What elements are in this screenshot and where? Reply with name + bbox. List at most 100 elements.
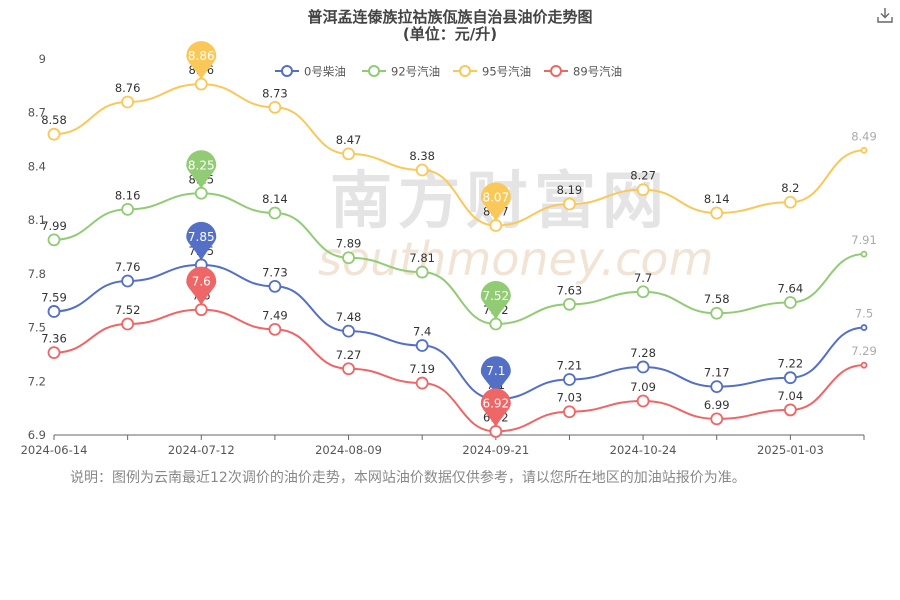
data-point bbox=[636, 360, 650, 374]
data-label: 8.38 bbox=[409, 149, 435, 163]
data-label: 7.19 bbox=[409, 362, 435, 376]
legend-marker bbox=[281, 65, 293, 77]
data-label: 7.22 bbox=[778, 357, 804, 371]
series-line bbox=[53, 308, 865, 433]
data-label: 8.14 bbox=[704, 192, 730, 206]
data-label: 7.4 bbox=[413, 324, 431, 338]
series-line bbox=[53, 192, 865, 325]
data-point bbox=[710, 306, 724, 320]
y-tick-label: 7.8 bbox=[28, 267, 46, 281]
data-point bbox=[121, 202, 135, 216]
data-point bbox=[860, 250, 868, 258]
data-point bbox=[636, 285, 650, 299]
data-point bbox=[194, 186, 208, 200]
chart-title: 普洱孟连傣族拉祜族佤族自治县油价走势图 bbox=[307, 8, 593, 26]
data-point bbox=[783, 296, 797, 309]
y-tick-label: 7.2 bbox=[28, 374, 46, 388]
mark-value: 7.1 bbox=[486, 364, 505, 378]
data-label: 8.49 bbox=[851, 129, 877, 143]
data-label: 7.59 bbox=[41, 290, 67, 304]
data-point bbox=[194, 303, 208, 317]
data-point bbox=[710, 412, 724, 426]
mark-pin bbox=[186, 41, 217, 81]
chart-note: 说明：图例为云南最近12次调价的油价走势，本网站油价数据仅供参考，请以您所在地区… bbox=[70, 470, 746, 486]
legend-item-1[interactable]: 0号柴油 bbox=[275, 65, 346, 79]
data-label: 7.5 bbox=[855, 307, 873, 321]
data-label: 7.99 bbox=[41, 219, 67, 233]
data-point bbox=[860, 324, 868, 331]
data-label: 7.48 bbox=[336, 310, 362, 324]
data-label: 7.73 bbox=[262, 265, 288, 279]
data-label: 7.27 bbox=[336, 348, 362, 362]
data-point bbox=[860, 361, 868, 369]
mark-point: 7.1 bbox=[480, 356, 511, 396]
watermark-url: southmoney.com bbox=[318, 232, 713, 286]
mark-pin bbox=[480, 356, 511, 396]
x-tick-label: 2025-01-03 bbox=[757, 443, 824, 457]
mark-value: 8.07 bbox=[482, 191, 509, 205]
data-label: 7.52 bbox=[115, 303, 141, 317]
data-point bbox=[121, 95, 135, 109]
data-label: 7.76 bbox=[115, 260, 141, 274]
data-point bbox=[710, 206, 724, 220]
y-tick-label: 8.7 bbox=[28, 106, 46, 120]
data-label: 8.76 bbox=[115, 81, 141, 95]
data-point bbox=[563, 297, 576, 311]
data-point bbox=[710, 380, 724, 394]
data-label: 7.89 bbox=[336, 237, 362, 251]
data-label: 8.14 bbox=[262, 192, 288, 206]
data-point bbox=[47, 127, 61, 141]
mark-pin bbox=[186, 266, 217, 306]
data-label: 8.2 bbox=[781, 181, 799, 195]
data-point bbox=[47, 305, 61, 318]
x-tick-label: 2024-09-21 bbox=[462, 443, 529, 457]
data-point bbox=[783, 403, 797, 417]
legend-item-2[interactable]: 92号汽油 bbox=[362, 65, 440, 79]
mark-value: 8.86 bbox=[188, 49, 215, 63]
mark-value: 7.6 bbox=[192, 275, 211, 289]
data-point bbox=[342, 324, 355, 338]
data-point bbox=[342, 362, 355, 376]
data-point bbox=[342, 147, 355, 161]
mark-pin bbox=[186, 150, 217, 190]
x-tick-label: 2024-07-12 bbox=[168, 443, 235, 457]
mark-pin bbox=[186, 221, 217, 261]
y-tick-label: 8.4 bbox=[28, 159, 46, 173]
data-point bbox=[489, 219, 503, 232]
legend-label: 89号汽油 bbox=[573, 65, 622, 79]
data-point bbox=[342, 251, 355, 265]
data-label: 7.21 bbox=[557, 358, 583, 372]
data-point bbox=[268, 279, 282, 293]
data-label: 7.03 bbox=[557, 391, 583, 405]
x-tick-label: 2024-08-09 bbox=[315, 443, 382, 457]
data-label: 7.09 bbox=[630, 380, 656, 394]
legend-item-4[interactable]: 89号汽油 bbox=[544, 65, 622, 79]
data-label: 8.19 bbox=[557, 183, 583, 197]
data-label: 7.29 bbox=[851, 344, 877, 358]
y-tick-label: 9 bbox=[39, 52, 46, 66]
data-point bbox=[415, 265, 429, 279]
x-tick-label: 2024-06-14 bbox=[21, 443, 88, 457]
data-point bbox=[636, 183, 650, 197]
data-point bbox=[121, 274, 135, 288]
data-point bbox=[415, 339, 429, 352]
legend-label: 92号汽油 bbox=[391, 65, 440, 79]
legend-marker bbox=[550, 65, 562, 77]
data-label: 7.64 bbox=[778, 282, 804, 296]
data-point bbox=[489, 317, 503, 331]
legend-item-3[interactable]: 95号汽油 bbox=[453, 65, 531, 79]
mark-pin bbox=[480, 280, 511, 320]
data-point bbox=[415, 163, 429, 177]
mark-point: 6.92 bbox=[480, 388, 511, 428]
mark-value: 7.52 bbox=[482, 289, 509, 303]
data-label: 8.73 bbox=[262, 86, 288, 100]
download-icon[interactable] bbox=[876, 6, 894, 24]
data-label: 7.91 bbox=[851, 233, 877, 247]
mark-point: 7.85 bbox=[186, 221, 217, 261]
y-tick-label: 7.5 bbox=[28, 321, 46, 335]
data-point bbox=[563, 197, 576, 211]
mark-pin bbox=[480, 388, 511, 428]
data-label: 8.27 bbox=[630, 169, 656, 183]
data-label: 7.81 bbox=[409, 251, 435, 265]
data-point bbox=[860, 146, 868, 154]
